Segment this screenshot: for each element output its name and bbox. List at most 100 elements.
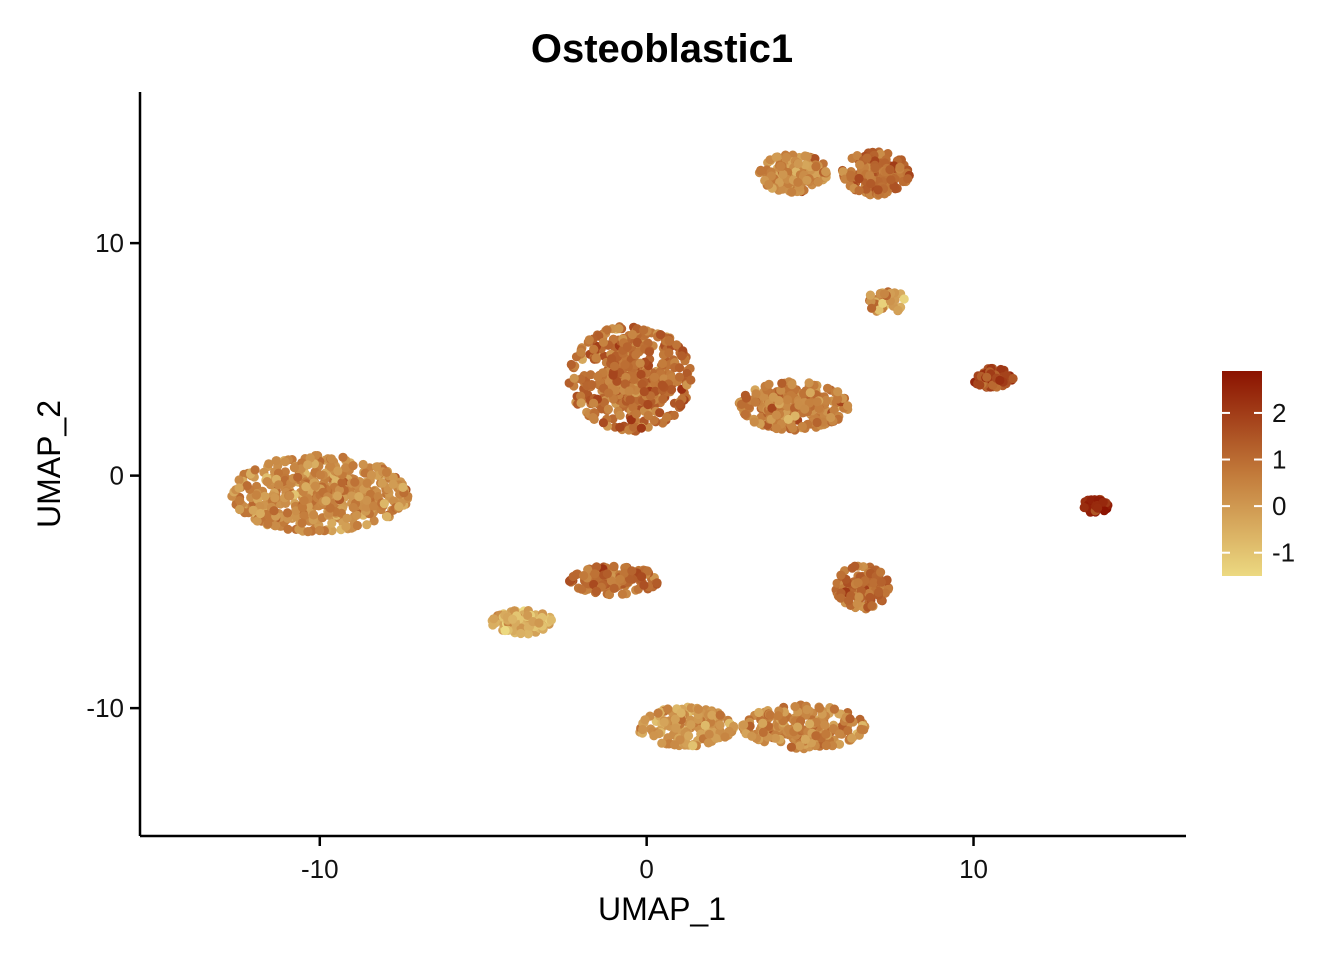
data-point (297, 518, 307, 528)
data-point (655, 408, 665, 418)
data-point (847, 733, 857, 743)
data-point (821, 740, 831, 751)
data-point (867, 303, 877, 313)
data-point (715, 720, 725, 730)
data-point (805, 719, 815, 729)
data-point (644, 347, 654, 357)
data-point (711, 733, 721, 744)
data-point (996, 364, 1006, 375)
data-point (639, 325, 649, 335)
data-point (523, 610, 533, 621)
data-point (836, 593, 846, 603)
data-point (602, 569, 612, 579)
x-ticks: -10 0 10 (301, 836, 988, 884)
chart-title: Osteoblastic1 (531, 27, 793, 71)
data-point (659, 717, 669, 727)
data-point (693, 704, 704, 714)
data-point (607, 354, 617, 364)
data-point (301, 482, 311, 492)
data-point (577, 584, 587, 594)
data-point (770, 733, 781, 743)
data-point (805, 388, 815, 398)
data-point (576, 347, 586, 357)
data-point (674, 372, 685, 382)
data-point (826, 412, 836, 423)
data-point (299, 511, 309, 521)
data-point (903, 174, 913, 184)
data-point (865, 170, 875, 181)
cluster-c13 (738, 700, 870, 754)
data-point (820, 720, 830, 730)
cluster-c8 (1079, 494, 1113, 517)
data-point (764, 179, 774, 190)
data-point (342, 513, 352, 523)
data-point (845, 714, 855, 724)
data-point (620, 360, 630, 370)
cluster-c4 (754, 150, 831, 197)
data-point (303, 460, 313, 470)
data-point (369, 516, 379, 526)
data-point (686, 720, 696, 730)
data-point (862, 153, 872, 163)
colorbar-tick-label: 1 (1272, 445, 1286, 475)
data-point (771, 152, 781, 162)
data-point (643, 410, 653, 421)
data-point (264, 459, 274, 469)
data-point (829, 704, 840, 714)
data-point (362, 478, 372, 488)
data-point (764, 379, 774, 389)
data-point (599, 398, 609, 408)
data-point (1093, 503, 1103, 513)
data-point (303, 527, 313, 537)
data-point (591, 586, 602, 597)
data-point (707, 710, 717, 720)
cluster-c6 (865, 287, 909, 316)
data-point (793, 722, 803, 732)
points-layer (227, 147, 1113, 754)
y-tick-label: 10 (95, 228, 124, 258)
data-point (629, 374, 639, 384)
data-point (627, 329, 638, 340)
data-point (248, 505, 258, 515)
data-point (546, 615, 557, 625)
data-point (333, 466, 343, 476)
data-point (865, 290, 876, 300)
data-point (800, 160, 810, 170)
data-point (747, 731, 757, 741)
y-tick-label: 0 (110, 461, 124, 491)
data-point (995, 375, 1005, 385)
data-point (879, 289, 890, 299)
data-point (850, 561, 860, 571)
data-point (899, 294, 909, 304)
data-point (700, 720, 710, 731)
data-point (873, 185, 883, 195)
data-point (843, 726, 853, 736)
data-point (895, 162, 905, 172)
data-point (637, 379, 647, 389)
data-point (750, 397, 761, 407)
data-point (793, 159, 803, 169)
data-point (657, 738, 667, 748)
data-point (771, 423, 782, 434)
data-point (778, 169, 788, 179)
data-point (631, 409, 642, 419)
data-point (786, 742, 797, 752)
data-point (814, 703, 825, 713)
data-point (332, 491, 343, 501)
data-point (787, 380, 797, 390)
data-point (263, 519, 273, 529)
data-point (242, 481, 252, 491)
data-point (664, 348, 674, 358)
colorbar-tick-label: 2 (1272, 398, 1286, 428)
cluster-c1 (227, 451, 413, 537)
data-point (886, 175, 896, 185)
data-point (876, 577, 887, 587)
data-point (489, 614, 499, 624)
data-point (593, 372, 603, 382)
data-point (602, 325, 612, 335)
data-point (876, 567, 886, 577)
data-point (270, 520, 280, 531)
data-point (354, 492, 364, 502)
data-point (371, 462, 382, 472)
